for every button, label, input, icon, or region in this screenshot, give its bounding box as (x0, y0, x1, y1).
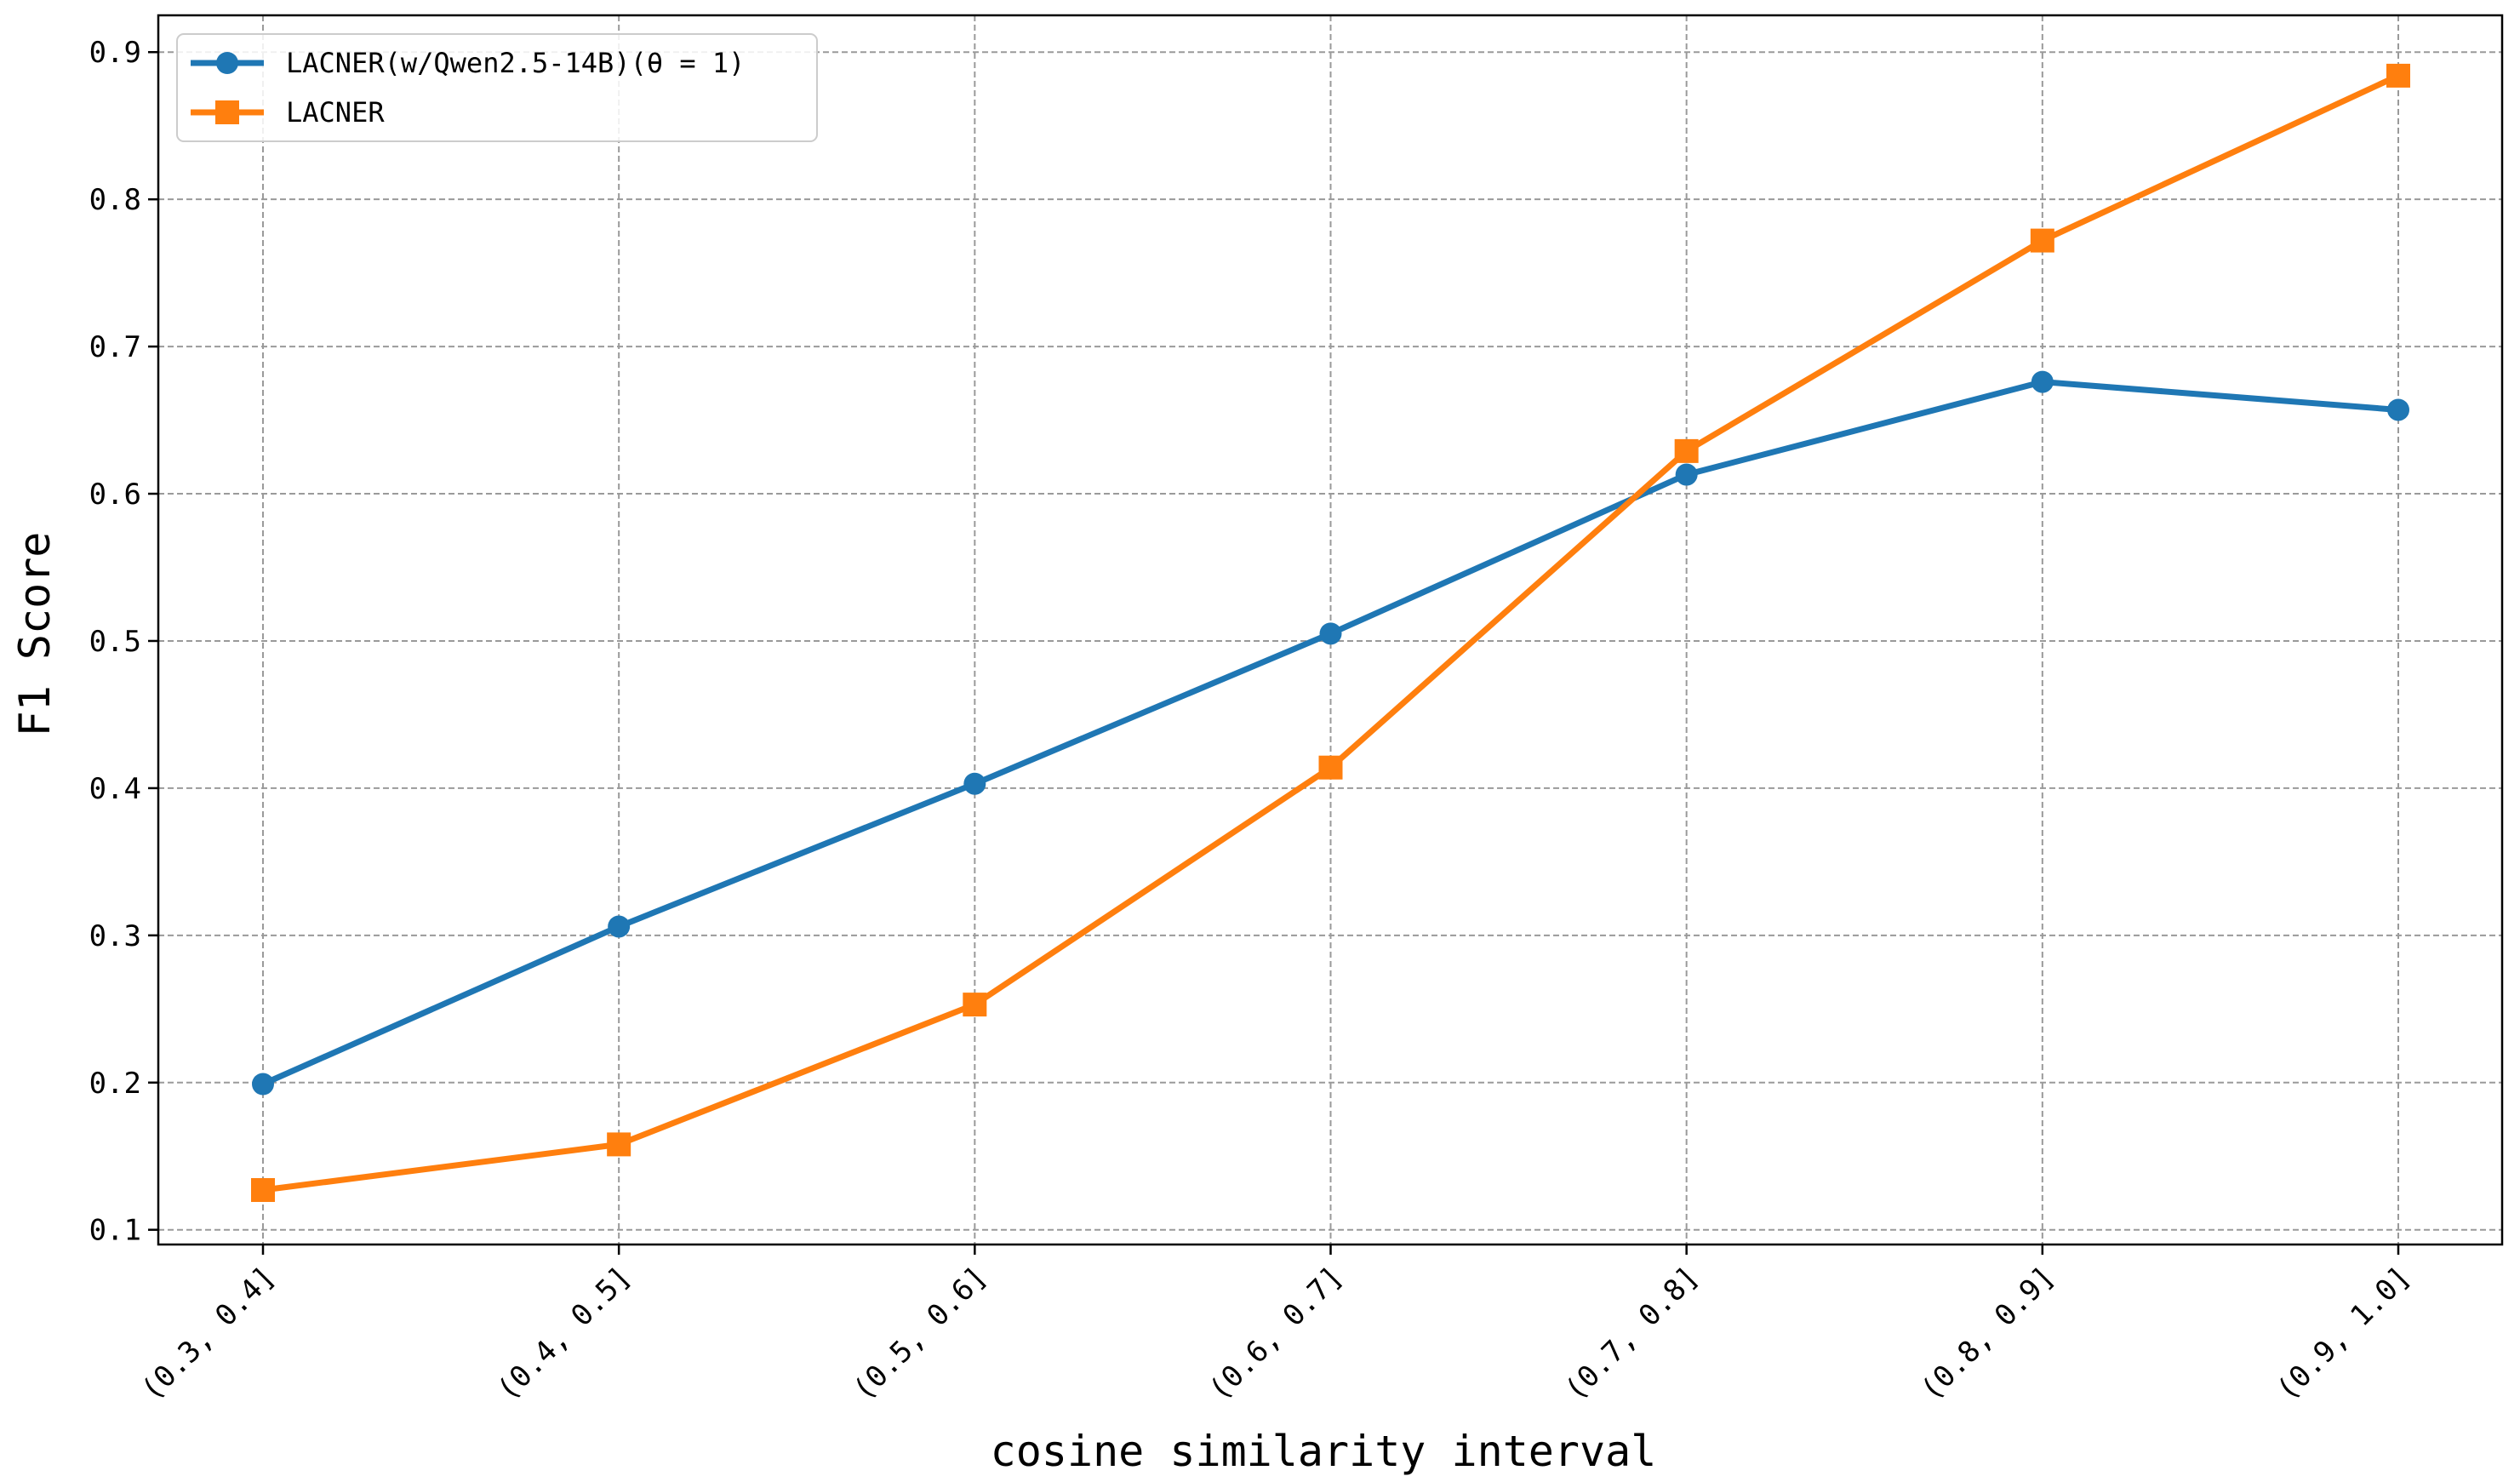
data-point (607, 1132, 631, 1157)
data-point (1319, 622, 1342, 645)
y-tick-label: 0.3 (89, 919, 141, 953)
legend-label: LACNER(w/Qwen2.5-14B)(θ = 1) (286, 47, 745, 79)
legend-marker (215, 100, 239, 124)
x-axis-label: cosine similarity interval (991, 1427, 1657, 1476)
x-tick-label: (0.9, 1.0] (2270, 1260, 2417, 1407)
y-tick-label: 0.6 (89, 478, 141, 512)
y-axis-label: F1 Score (10, 532, 60, 737)
y-tick-label: 0.9 (89, 36, 141, 70)
data-point (252, 1073, 274, 1096)
data-point (2031, 370, 2054, 393)
grid-lines (158, 15, 2502, 1245)
y-tick-label: 0.7 (89, 330, 141, 364)
series-layer (251, 63, 2410, 1203)
legend-box (176, 33, 818, 142)
data-point (963, 772, 986, 795)
series-2 (251, 63, 2410, 1203)
x-tick-label: (0.7, 0.8] (1558, 1260, 1706, 1407)
y-tick-label: 0.8 (89, 183, 141, 217)
data-point (2387, 398, 2409, 421)
x-tick-label: (0.8, 0.9] (1914, 1260, 2061, 1407)
legend-item: LACNER(w/Qwen2.5-14B)(θ = 1) (191, 47, 745, 79)
legend-item: LACNER (191, 96, 385, 129)
legend-label: LACNER (286, 96, 385, 129)
x-axis: (0.3, 0.4] (0.4, 0.5] (0.5, 0.6] (0.6, 0.7]… (134, 1245, 2417, 1407)
x-tick-label: (0.5, 0.6] (847, 1260, 994, 1407)
x-tick-label: (0.6, 0.7] (1203, 1260, 1350, 1407)
legend: LACNER(w/Qwen2.5-14B)(θ = 1) LACNER (176, 33, 818, 142)
y-axis: 0.1 0.2 0.3 0.4 0.5 0.6 0.7 0.8 0.9 (89, 36, 158, 1248)
data-point (2386, 63, 2410, 88)
data-point (1318, 755, 1343, 780)
data-point (608, 915, 631, 938)
x-tick-label: (0.3, 0.4] (134, 1260, 282, 1407)
x-tick-label: (0.4, 0.5] (490, 1260, 637, 1407)
y-tick-label: 0.1 (89, 1214, 141, 1248)
series-1 (252, 370, 2409, 1096)
data-point (2030, 228, 2054, 253)
data-point (1675, 463, 1698, 486)
y-tick-label: 0.5 (89, 625, 141, 659)
data-point (1674, 438, 1699, 463)
legend-marker (216, 52, 238, 74)
data-point (251, 1178, 275, 1203)
y-tick-label: 0.4 (89, 772, 141, 806)
data-point (963, 993, 987, 1017)
y-tick-label: 0.2 (89, 1067, 141, 1101)
